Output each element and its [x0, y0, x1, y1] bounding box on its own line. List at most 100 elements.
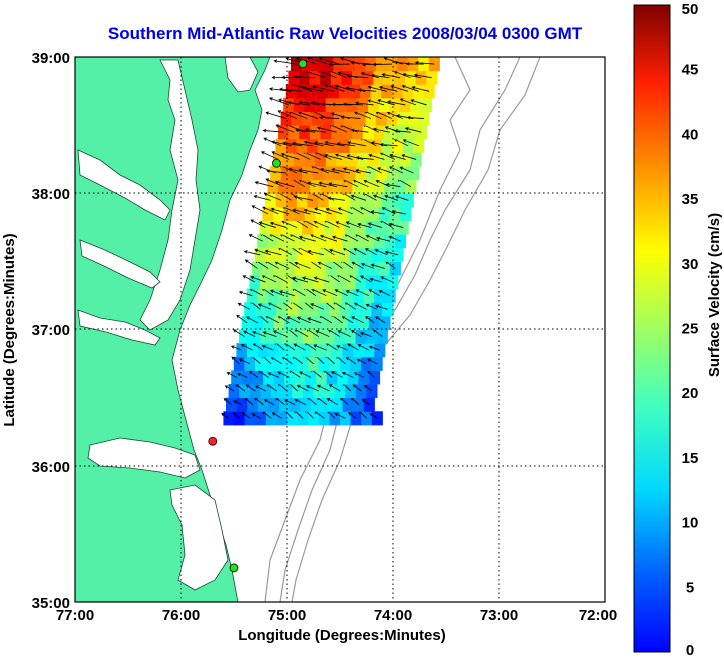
velocity-arrow: [369, 412, 378, 419]
velocity-arrow: [411, 86, 430, 92]
velocity-arrow: [233, 329, 245, 337]
velocity-arrow: [226, 372, 237, 378]
rappahannock-river: [79, 239, 161, 289]
velocity-arrow: [316, 126, 337, 133]
colorbar-tick-label: 15: [682, 450, 699, 467]
figure-title: Southern Mid-Atlantic Raw Velocities 200…: [108, 24, 583, 43]
velocity-arrow: [254, 385, 267, 392]
velocity-arrow: [355, 168, 372, 174]
velocity-cell: [302, 329, 314, 344]
velocity-arrow: [296, 384, 309, 392]
velocity-arrow: [324, 140, 345, 147]
velocity-arrow: [374, 248, 388, 256]
velocity-arrow: [280, 152, 300, 160]
velocity-arrow: [377, 99, 395, 106]
velocity-cell: [333, 111, 345, 126]
velocity-arrow: [370, 73, 390, 79]
velocity-arrow: [334, 84, 356, 92]
velocity-cell: [339, 302, 351, 317]
velocity-arrow: [345, 290, 359, 297]
velocity-arrow: [274, 261, 290, 269]
velocity-arrow: [314, 141, 335, 147]
velocity-cell: [236, 397, 248, 412]
velocity-arrow: [262, 331, 277, 337]
velocity-arrow: [378, 289, 391, 297]
velocity-arrow: [334, 153, 353, 160]
velocity-arrow: [291, 141, 313, 147]
velocity-arrow: [269, 87, 292, 92]
velocity-arrow: [346, 154, 364, 160]
velocity-cell: [410, 152, 422, 167]
velocity-arrow: [368, 153, 385, 160]
velocity-cell: [360, 247, 372, 262]
velocity-arrow: [363, 384, 373, 392]
velocity-cell: [344, 220, 356, 235]
pamlico-sound: [169, 484, 229, 591]
velocity-cell: [288, 125, 300, 140]
velocity-arrow: [238, 358, 251, 365]
velocity-cell: [289, 397, 301, 412]
velocity-cell: [336, 206, 348, 221]
velocity-arrow: [368, 289, 380, 297]
velocity-arrow: [393, 70, 411, 79]
velocity-arrow: [334, 412, 346, 419]
velocity-arrow: [337, 330, 351, 337]
velocity-arrow: [368, 345, 380, 351]
velocity-cell: [354, 57, 366, 72]
velocity-arrow: [267, 372, 280, 378]
velocity-arrow: [372, 62, 392, 67]
velocity-cell: [381, 193, 393, 208]
velocity-arrow: [305, 385, 320, 392]
velocity-arrow: [272, 330, 288, 337]
velocity-cell: [310, 343, 322, 358]
velocity-arrow: [318, 181, 337, 188]
velocity-arrow: [317, 261, 332, 269]
velocity-cell: [296, 138, 308, 153]
velocity-arrow: [363, 179, 380, 188]
velocity-arrow: [279, 87, 302, 92]
velocity-arrow: [298, 168, 319, 174]
colorbar-tick-label: 40: [682, 126, 699, 143]
velocity-arrow: [410, 99, 427, 106]
velocity-arrow: [388, 166, 404, 174]
velocity-cell: [249, 329, 261, 344]
velocity-cell: [286, 302, 298, 317]
velocity-arrow: [388, 235, 401, 242]
velocity-arrow: [331, 235, 348, 242]
radar-station-marker: [298, 59, 308, 69]
velocity-cell: [323, 275, 335, 290]
colorbar-tick-label: 5: [686, 579, 694, 596]
velocity-arrow: [353, 372, 365, 378]
velocity-arrow: [248, 370, 259, 378]
velocity-arrow: [320, 167, 340, 174]
velocity-arrow: [242, 275, 256, 283]
velocity-arrow: [367, 99, 385, 106]
velocity-cell: [423, 84, 435, 99]
velocity-arrow: [388, 222, 404, 228]
velocity-arrow: [367, 358, 378, 365]
colorbar-tick-label: 10: [682, 515, 699, 532]
velocity-cell: [273, 370, 285, 385]
velocity-arrow: [414, 61, 435, 65]
colorbar-tick-label: 35: [682, 191, 699, 208]
velocity-arrow: [376, 236, 391, 242]
velocity-arrow: [396, 114, 414, 119]
velocity-cell: [349, 138, 361, 153]
velocity-cell: [373, 179, 385, 194]
velocity-arrow: [261, 344, 274, 351]
velocity-arrow: [297, 316, 311, 324]
velocity-arrow: [341, 315, 354, 324]
velocity-arrow: [381, 73, 401, 79]
velocity-arrow: [370, 141, 388, 147]
velocity-arrow: [361, 398, 370, 406]
velocity-arrow: [374, 304, 388, 310]
velocity-arrow: [337, 207, 353, 215]
velocity-arrow: [298, 235, 316, 242]
velocity-arrow: [353, 248, 367, 256]
velocity-arrow: [372, 194, 388, 201]
velocity-arrow: [254, 181, 274, 188]
velocity-arrow: [303, 140, 324, 147]
velocity-arrow: [277, 110, 297, 119]
velocity-arrow: [404, 127, 422, 133]
